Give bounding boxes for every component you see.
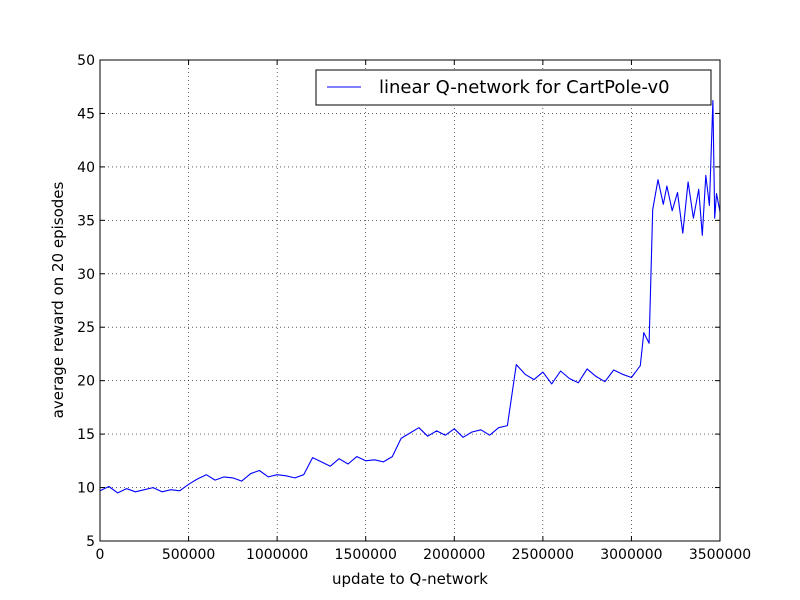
legend: linear Q-network for CartPole-v0: [315, 69, 712, 106]
plot-frame: [99, 59, 721, 542]
x-tick-label: 2500000: [512, 547, 574, 563]
y-tick-label: 20: [77, 374, 95, 390]
y-tick-label: 30: [77, 267, 95, 283]
series-line: [99, 100, 721, 494]
y-tick-label: 10: [77, 481, 95, 497]
x-tick-label: 3500000: [689, 547, 751, 563]
y-tick-label: 40: [77, 160, 95, 176]
x-tick-label: 1500000: [335, 547, 397, 563]
x-tick-label: 500000: [162, 547, 215, 563]
legend-box: [315, 69, 712, 106]
legend-label: linear Q-network for CartPole-v0: [379, 77, 670, 98]
y-tick-label: 45: [77, 106, 95, 122]
series-layer: [99, 100, 721, 494]
y-axis-label: average reward on 20 episodes: [49, 181, 67, 418]
x-tick-labels: 0 500000 1000000 1500000 2000000 2500000 30000…: [96, 547, 752, 563]
x-tick-label: 0: [96, 547, 105, 563]
y-tick-label: 25: [77, 320, 95, 336]
axis-ticks: [99, 59, 721, 542]
x-tick-label: 2000000: [423, 547, 485, 563]
y-tick-label: 15: [77, 427, 95, 443]
x-tick-label: 1000000: [246, 547, 308, 563]
y-tick-labels: 5 10 15 20 25 30 35 40 45 50: [77, 53, 95, 550]
y-tick-label: 5: [86, 534, 95, 550]
x-tick-label: 3000000: [600, 547, 662, 563]
grid-lines: [100, 60, 720, 541]
y-tick-label: 35: [77, 213, 95, 229]
x-axis-label: update to Q-network: [332, 570, 488, 588]
y-tick-label: 50: [77, 53, 95, 69]
